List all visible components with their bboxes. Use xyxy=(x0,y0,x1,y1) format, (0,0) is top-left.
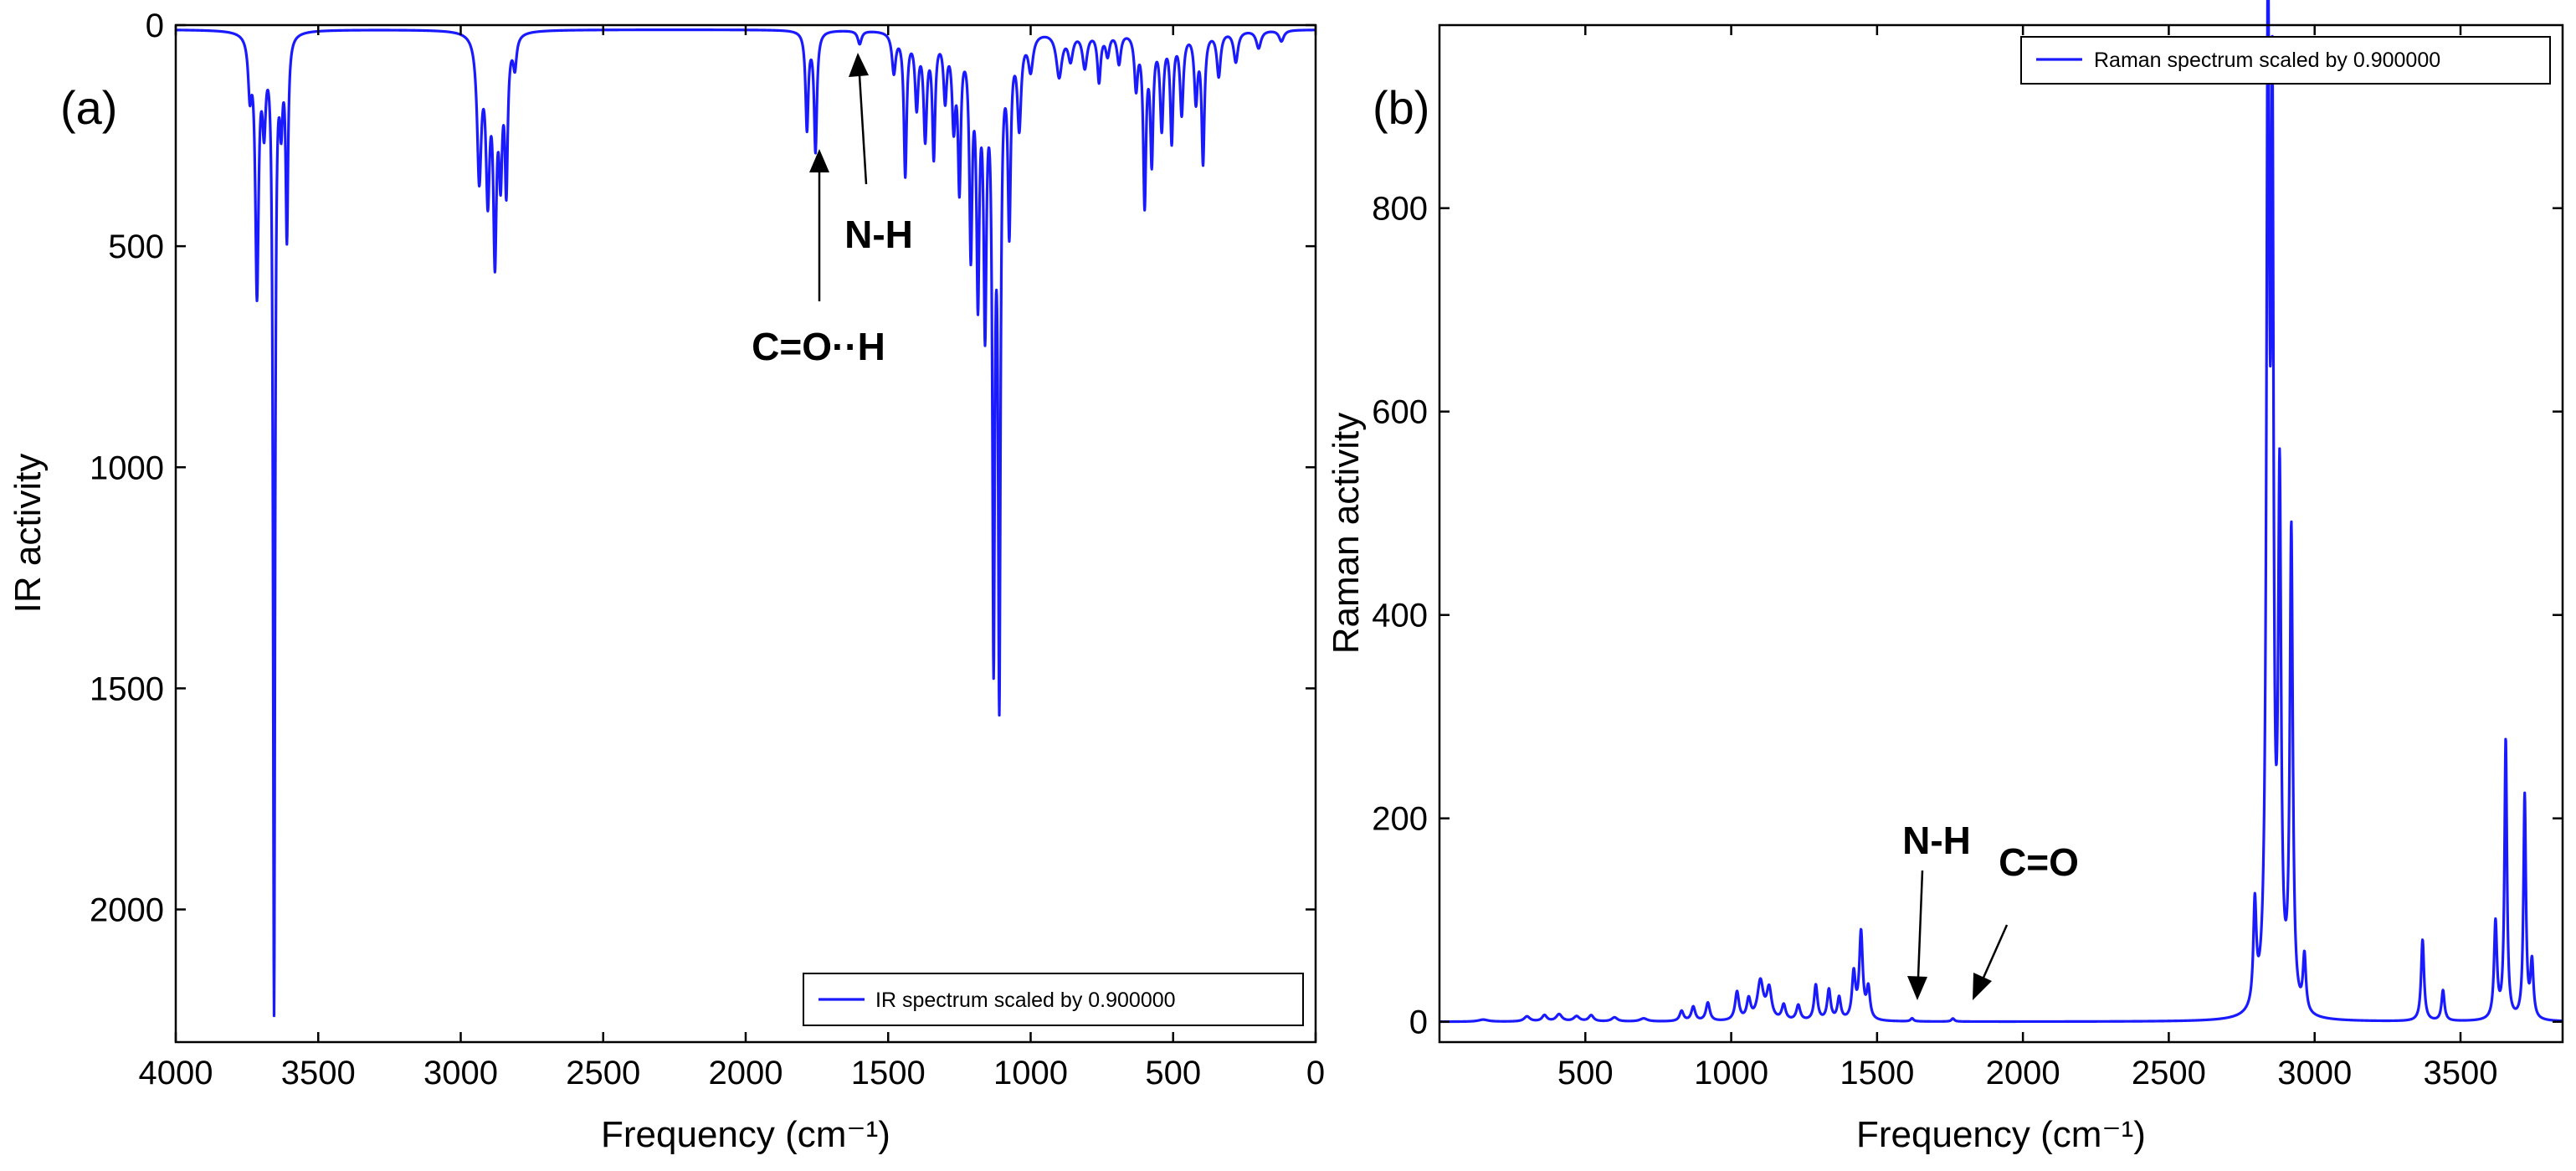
y-tick-label: 500 xyxy=(108,229,164,265)
raman-annotation-nh-arrow xyxy=(1917,870,1924,978)
ir-x-axis-label: Frequency (cm⁻¹) xyxy=(601,1114,890,1155)
y-tick-label: 600 xyxy=(1372,394,1428,431)
y-tick-label: 800 xyxy=(1372,191,1428,228)
y-tick-label: 1500 xyxy=(90,670,164,707)
ir-legend-box xyxy=(803,973,1304,1026)
raman-plot-frame xyxy=(1438,23,2564,1044)
x-tick-label: 500 xyxy=(1557,1055,1614,1091)
raman-annotation-nh-arrowhead xyxy=(1907,976,1927,1000)
x-tick-label: 2000 xyxy=(1986,1055,2060,1091)
ir-annotation-nh: N-H xyxy=(844,53,913,256)
raman-x-axis-label: Frequency (cm⁻¹) xyxy=(1856,1114,2146,1155)
raman-spectrum-line xyxy=(1438,0,2564,1024)
raman-annotation-co-label: C=O xyxy=(1999,840,2079,884)
raman-annotation-nh: N-H xyxy=(1902,819,1971,1000)
x-tick-label: 2500 xyxy=(2132,1055,2206,1091)
y-tick-label: 0 xyxy=(146,8,164,44)
x-tick-label: 3000 xyxy=(423,1055,498,1091)
y-tick-label: 2000 xyxy=(90,892,164,929)
x-tick-label: 1500 xyxy=(1840,1055,1914,1091)
ir-legend: IR spectrum scaled by 0.900000 xyxy=(803,973,1304,1026)
raman-annotation-co-arrowhead xyxy=(1973,973,1992,1000)
raman-legend: Raman spectrum scaled by 0.900000 xyxy=(2020,36,2551,85)
raman-annotation-nh-label: N-H xyxy=(1902,819,1971,862)
x-tick-label: 1000 xyxy=(993,1055,1068,1091)
x-tick-label: 1500 xyxy=(851,1055,926,1091)
x-tick-label: 2500 xyxy=(566,1055,640,1091)
raman-annotation-co-arrow xyxy=(1982,924,2009,978)
raman-annotation-co: C=O xyxy=(1973,840,2079,1000)
y-tick-label: 200 xyxy=(1372,801,1428,838)
x-tick-label: 0 xyxy=(1306,1055,1325,1091)
ir-annotation-co: C=O··H xyxy=(752,149,885,368)
raman-chart: (b) 500 1000 1500 2000 2500 3000 3500 0 200 400 6… xyxy=(1326,0,2564,1155)
ir-legend-label: IR spectrum scaled by 0.900000 xyxy=(875,989,1176,1012)
raman-legend-label: Raman spectrum scaled by 0.900000 xyxy=(2094,49,2440,72)
panel-label-a: (a) xyxy=(60,81,117,134)
ir-x-axis: 4000 3500 3000 2500 2000 1500 1000 500 0 xyxy=(139,25,1325,1091)
y-tick-label: 400 xyxy=(1372,598,1428,634)
ir-annotation-co-arrowhead xyxy=(809,149,829,172)
ir-y-axis: 0 500 1000 1500 2000 xyxy=(90,8,1316,929)
x-tick-label: 2000 xyxy=(709,1055,783,1091)
x-tick-label: 3000 xyxy=(2277,1055,2352,1091)
y-tick-label: 0 xyxy=(1409,1004,1428,1041)
x-tick-label: 4000 xyxy=(139,1055,213,1091)
ir-y-axis-label: IR activity xyxy=(8,454,49,614)
y-tick-label: 1000 xyxy=(90,449,164,486)
ir-chart: (a) 4000 3500 3000 2500 2000 1500 1000 500 0 0 50… xyxy=(8,8,1325,1155)
x-tick-label: 3500 xyxy=(2424,1055,2498,1091)
ir-annotation-co-label: C=O··H xyxy=(752,325,885,368)
raman-x-axis: 500 1000 1500 2000 2500 3000 3500 xyxy=(1557,25,2498,1091)
x-tick-label: 1000 xyxy=(1694,1055,1768,1091)
raman-y-axis-label: Raman activity xyxy=(1326,413,1367,655)
ir-annotation-nh-arrowhead xyxy=(849,53,869,77)
panel-label-b: (b) xyxy=(1373,81,1429,134)
raman-legend-box xyxy=(2020,36,2551,85)
x-tick-label: 3500 xyxy=(281,1055,356,1091)
ir-annotation-nh-arrow xyxy=(858,74,868,185)
raman-y-axis: 0 200 400 600 800 xyxy=(1372,191,2563,1041)
x-tick-label: 500 xyxy=(1145,1055,1201,1091)
ir-annotation-nh-label: N-H xyxy=(844,213,913,256)
